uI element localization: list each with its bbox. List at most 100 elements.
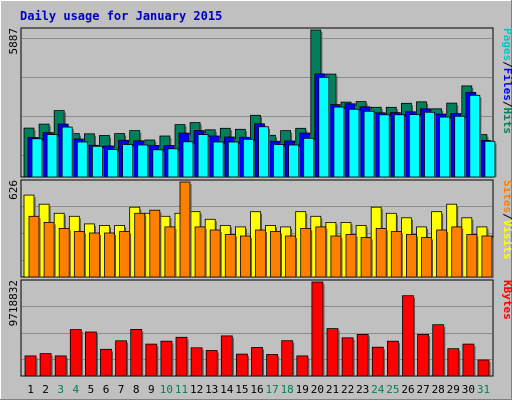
bar-shadow: [39, 218, 41, 277]
bar-shadow: [473, 346, 476, 376]
bar-pages-day-20: [318, 77, 330, 178]
bar-shadow: [69, 230, 71, 277]
bar-sites-day-21: [330, 235, 342, 278]
bar-shadow: [102, 148, 104, 177]
bar-pages-day-24: [378, 114, 390, 178]
bar-sites-day-10: [164, 226, 176, 278]
bar-shadow: [283, 146, 285, 177]
panel-2: 626 Sites/Visits: [7, 179, 512, 278]
bar-sites-day-11: [179, 181, 191, 278]
bar-shadow: [307, 357, 310, 376]
bar-shadow: [208, 136, 210, 177]
bar-shadow: [491, 238, 494, 277]
bar-kbytes-day-6: [100, 348, 112, 377]
bar-pages-day-6: [107, 149, 118, 178]
bar-shadow: [87, 144, 89, 177]
right-label-kbytes: KBytes: [501, 280, 512, 320]
bar-shadow: [386, 230, 388, 277]
bar-shadow: [66, 357, 68, 376]
bar-kbytes-day-28: [432, 324, 445, 377]
bar-shadow: [298, 147, 301, 177]
bar-shadow: [265, 232, 267, 277]
x-tick-day-25: 25: [386, 383, 399, 396]
bar-shadow: [419, 116, 421, 177]
bar-kbytes-day-1: [24, 355, 37, 377]
bar-shadow: [383, 349, 385, 376]
bar-kbytes-day-17: [266, 354, 279, 377]
bar-shadow: [193, 143, 195, 177]
bar-sites-day-5: [89, 232, 100, 278]
bar-kbytes-day-31: [477, 359, 490, 377]
bar-shadow: [449, 119, 452, 177]
bar-shadow: [51, 355, 53, 376]
bar-pages-day-26: [408, 114, 420, 178]
bar-pages-day-23: [363, 110, 375, 178]
bar-sites-day-2: [43, 221, 55, 278]
x-tick-day-6: 6: [103, 383, 110, 396]
bar-shadow: [353, 339, 355, 376]
bar-shadow: [72, 129, 74, 177]
y-max-label: 5887: [7, 28, 20, 55]
bar-sites-day-20: [315, 226, 327, 278]
x-tick-day-13: 13: [205, 383, 218, 396]
bar-shadow: [54, 224, 56, 277]
bar-kbytes-day-13: [205, 350, 218, 377]
bar-shadow: [235, 236, 237, 277]
bar-shadow: [177, 150, 180, 177]
bar-kbytes-day-18: [281, 340, 294, 377]
bar-sites-day-16: [255, 229, 266, 278]
bar-shadow: [217, 352, 219, 376]
bar-kbytes-day-16: [251, 347, 263, 377]
right-label-visits: Visits: [501, 220, 512, 260]
bar-pages-day-18: [288, 144, 300, 178]
x-tick-day-30: 30: [462, 383, 475, 396]
bar-shadow: [147, 147, 150, 177]
bar-kbytes-day-30: [462, 343, 475, 377]
bar-shadow: [144, 215, 147, 277]
bar-shadow: [159, 212, 162, 277]
bar-sites-day-24: [375, 227, 387, 278]
bar-shadow: [84, 233, 86, 277]
x-tick-day-24: 24: [371, 383, 385, 396]
x-tick-day-20: 20: [311, 383, 324, 396]
bar-shadow: [404, 116, 406, 177]
bar-kbytes-day-22: [341, 337, 354, 377]
bar-kbytes-day-21: [326, 328, 339, 377]
x-tick-day-8: 8: [133, 383, 140, 396]
bar-pages-day-1: [31, 138, 43, 178]
x-tick-day-18: 18: [281, 383, 294, 396]
bar-shadow: [232, 337, 234, 376]
right-label-sites: Sites: [501, 180, 512, 213]
bar-shadow: [111, 351, 113, 376]
x-tick-day-23: 23: [356, 383, 369, 396]
bar-shadow: [262, 349, 264, 376]
bar-shadow: [42, 140, 44, 177]
bar-kbytes-day-20: [311, 281, 324, 377]
bar-shadow: [57, 136, 59, 177]
bar-shadow: [374, 113, 376, 177]
bar-shadow: [156, 346, 159, 376]
bar-shadow: [96, 334, 98, 376]
bar-sites-day-30: [466, 234, 478, 278]
bar-shadow: [36, 357, 38, 376]
right-label-files: Files: [501, 68, 512, 101]
bar-pages-day-15: [242, 138, 254, 178]
bar-pages-day-4: [76, 141, 88, 178]
bar-kbytes-day-11: [175, 336, 188, 377]
bar-sites-day-15: [239, 235, 251, 278]
bar-kbytes-day-8: [130, 328, 143, 377]
x-tick-day-14: 14: [220, 383, 234, 396]
bar-kbytes-day-9: [145, 343, 158, 377]
panel-3: 9718832 KBytes: [7, 279, 512, 377]
bar-kbytes-day-2: [39, 353, 52, 377]
bar-shadow: [343, 109, 346, 177]
bar-shadow: [431, 239, 433, 277]
bar-sites-day-8: [134, 212, 146, 278]
bar-shadow: [99, 235, 101, 277]
y-max-label: 9718832: [7, 280, 20, 326]
bar-shadow: [428, 336, 431, 376]
bar-shadow: [202, 349, 204, 376]
bar-shadow: [443, 326, 446, 376]
bar-pages-day-7: [122, 144, 133, 178]
bar-shadow: [223, 144, 225, 177]
